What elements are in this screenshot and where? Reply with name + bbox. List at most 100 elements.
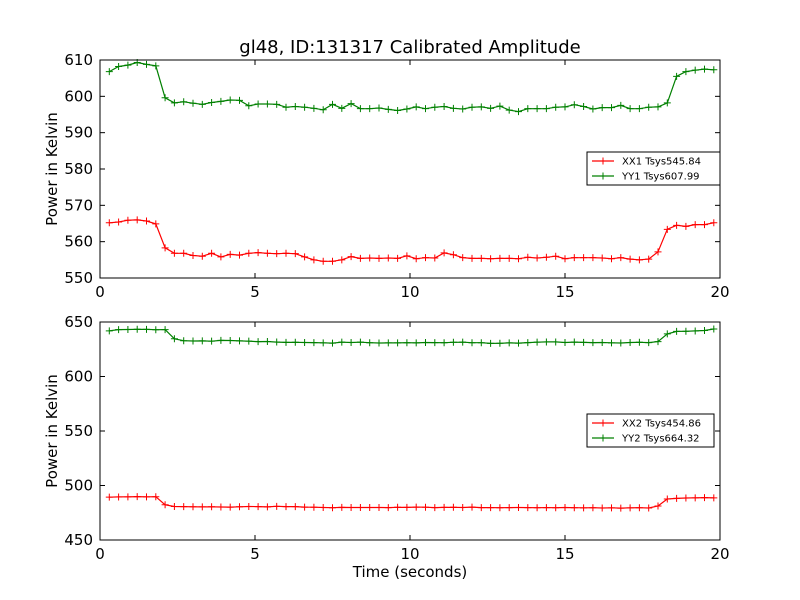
- data-point: [356, 504, 364, 512]
- data-point: [124, 61, 132, 69]
- data-point: [533, 338, 541, 346]
- legend-box: [586, 151, 721, 186]
- x-tick-label: 20: [710, 283, 729, 301]
- data-point: [133, 325, 141, 333]
- y-tick-label: 550: [64, 422, 93, 440]
- data-point: [394, 107, 402, 115]
- data-point: [319, 339, 327, 347]
- data-point: [701, 221, 708, 229]
- data-point: [347, 504, 355, 512]
- data-point: [282, 338, 290, 346]
- data-point: [645, 255, 653, 263]
- data-point: [487, 104, 495, 112]
- data-point: [319, 257, 327, 265]
- data-point: [282, 503, 290, 511]
- data-point: [533, 105, 541, 113]
- data-point: [533, 254, 541, 262]
- data-point: [608, 255, 615, 263]
- data-point: [459, 504, 467, 512]
- data-point: [691, 221, 699, 229]
- data-point: [552, 338, 560, 346]
- data-point: [198, 252, 206, 260]
- data-point: [226, 96, 234, 104]
- data-point: [115, 218, 123, 226]
- data-point: [403, 252, 411, 260]
- data-point: [645, 504, 653, 512]
- data-point: [505, 254, 513, 262]
- data-point: [673, 72, 681, 80]
- data-point: [663, 330, 671, 338]
- data-point: [542, 504, 550, 512]
- data-point: [431, 254, 439, 262]
- data-point: [663, 495, 671, 503]
- data-point: [329, 504, 336, 512]
- y-tick-label: 560: [64, 233, 93, 251]
- data-point: [301, 103, 309, 111]
- data-point: [347, 253, 355, 261]
- data-point: [691, 494, 699, 502]
- y-tick-label: 610: [64, 51, 93, 69]
- data-point: [180, 249, 188, 257]
- data-point: [570, 101, 578, 109]
- legend: XX1 Tsys545.84 YY1 Tsys607.99: [586, 151, 721, 186]
- data-point: [152, 62, 160, 70]
- chart-title: gl48, ID:131317 Calibrated Amplitude: [239, 37, 580, 58]
- data-point: [635, 504, 643, 512]
- legend-label: XX1 Tsys545.84: [622, 157, 701, 168]
- data-point: [356, 254, 364, 262]
- data-point: [180, 98, 188, 106]
- data-point: [282, 249, 290, 257]
- data-point: [487, 504, 495, 512]
- data-point: [236, 96, 243, 104]
- data-point: [143, 217, 150, 225]
- data-point: [366, 504, 374, 512]
- data-point: [254, 338, 262, 346]
- data-point: [403, 503, 411, 511]
- x-tick-label: 10: [400, 283, 419, 301]
- data-point: [170, 99, 178, 107]
- y-tick-label: 500: [64, 477, 93, 495]
- data-point: [403, 105, 411, 113]
- data-point: [701, 327, 708, 335]
- data-point: [654, 338, 662, 346]
- data-point: [663, 225, 671, 233]
- data-point: [273, 100, 281, 108]
- data-point: [245, 503, 253, 511]
- data-point: [366, 339, 374, 347]
- x-axis-label: Time (seconds): [352, 563, 468, 581]
- data-point: [245, 102, 253, 110]
- bottom-panel: 0 5 10 15 20 450 500 550 600 650 Power in Kelvin Ti…: [43, 313, 730, 581]
- data-point: [468, 254, 476, 262]
- data-point: [329, 100, 336, 108]
- data-point: [180, 503, 188, 511]
- data-point: [301, 253, 309, 261]
- data-point: [608, 504, 615, 512]
- data-point: [245, 249, 253, 257]
- data-point: [635, 105, 643, 113]
- y-tick-label: 450: [64, 531, 93, 549]
- data-point: [133, 493, 141, 501]
- data-point: [449, 338, 457, 346]
- data-point: [682, 68, 690, 76]
- data-point: [673, 221, 681, 229]
- data-point: [291, 250, 299, 258]
- data-point: [254, 100, 262, 108]
- data-point: [496, 504, 504, 512]
- data-point: [217, 253, 225, 261]
- legend-marker: [599, 172, 607, 180]
- data-point: [459, 338, 467, 346]
- data-point: [161, 244, 169, 252]
- legend-label: YY1 Tsys607.99: [621, 172, 700, 183]
- data-point: [468, 339, 476, 347]
- x-tick-label: 5: [250, 283, 260, 301]
- data-point: [394, 254, 402, 262]
- data-point: [617, 254, 625, 262]
- data-point: [124, 493, 132, 501]
- data-point: [701, 65, 708, 73]
- data-point: [570, 254, 578, 262]
- x-tick-label: 5: [250, 545, 260, 563]
- data-point: [217, 503, 225, 511]
- data-point: [189, 503, 197, 511]
- data-point: [673, 494, 681, 502]
